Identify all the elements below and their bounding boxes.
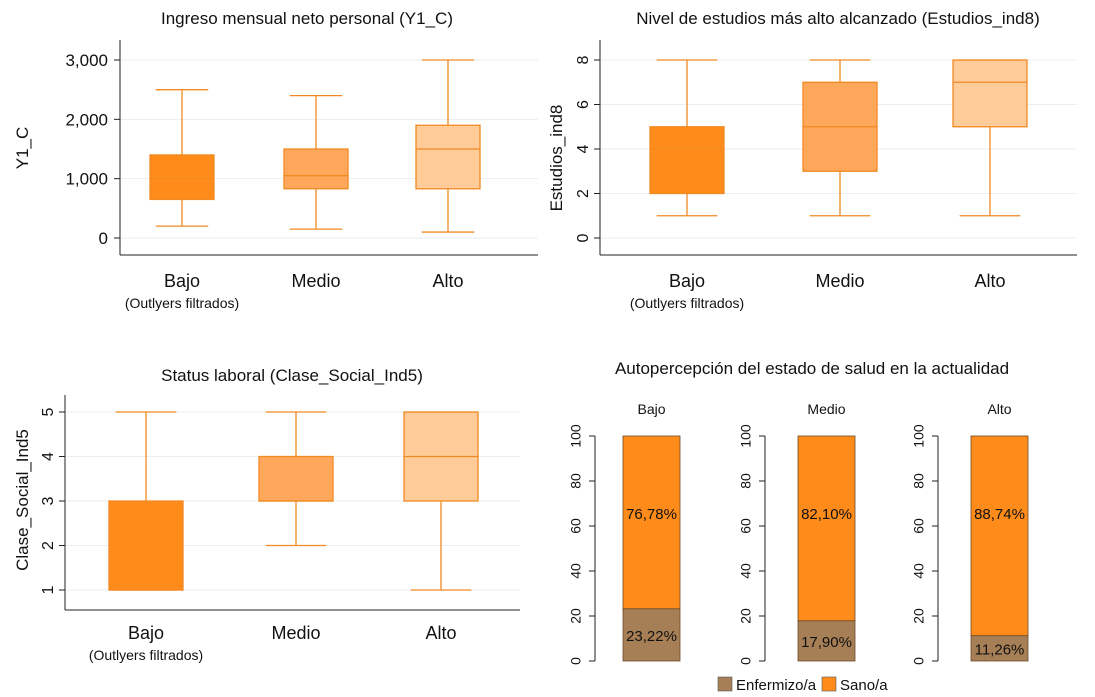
y-tick-label: 20 xyxy=(568,608,584,624)
category-sublabel: (Outlyers filtrados) xyxy=(89,647,203,663)
chart-title: Autopercepción del estado de salud en la… xyxy=(615,359,1009,378)
category-label: Medio xyxy=(815,271,864,291)
y-axis-label: Clase_Social_Ind5 xyxy=(13,429,32,571)
bar-segment-sano-a xyxy=(622,435,681,610)
y-tick-label: 60 xyxy=(911,518,927,534)
category-label: Bajo xyxy=(164,271,200,291)
y-tick-label: 8 xyxy=(575,55,592,64)
y-tick-label: 2,000 xyxy=(65,110,108,129)
panel-label: Medio xyxy=(807,401,845,417)
bar-segment-sano-a xyxy=(797,435,856,622)
chart-title: Status laboral (Clase_Social_Ind5) xyxy=(161,366,423,385)
legend-label: Sano/a xyxy=(840,677,888,694)
y-tick-label: 5 xyxy=(40,407,57,416)
bar-segment-sano-a xyxy=(970,435,1029,637)
chart-title: Nivel de estudios más alto alcanzado (Es… xyxy=(636,9,1040,28)
box-alto xyxy=(952,59,1028,128)
y-tick-label: 100 xyxy=(911,424,927,448)
data-label: 88,74% xyxy=(974,506,1025,523)
y-tick-label: 20 xyxy=(911,608,927,624)
box-bajo xyxy=(649,126,725,195)
category-label: Bajo xyxy=(669,271,705,291)
bar-segment-enfermizo-a xyxy=(622,608,681,662)
box-bajo xyxy=(149,154,215,201)
panel-label: Bajo xyxy=(637,401,665,417)
y-tick-label: 0 xyxy=(568,657,584,665)
category-sublabel: (Outlyers filtrados) xyxy=(125,295,239,311)
category-label: Bajo xyxy=(128,623,164,643)
legend-swatch xyxy=(717,676,733,692)
y-tick-label: 0 xyxy=(738,657,754,665)
y-tick-label: 1 xyxy=(40,585,57,594)
box-medio xyxy=(283,148,349,190)
y-tick-label: 0 xyxy=(99,229,108,248)
y-tick-label: 40 xyxy=(568,563,584,579)
category-label: Alto xyxy=(432,271,463,291)
y-tick-label: 60 xyxy=(568,518,584,534)
category-label: Alto xyxy=(974,271,1005,291)
data-label: 17,90% xyxy=(801,634,852,651)
category-label: Medio xyxy=(271,623,320,643)
box-bajo xyxy=(108,500,184,591)
category-label: Alto xyxy=(425,623,456,643)
y-tick-label: 80 xyxy=(911,473,927,489)
bar-segment-enfermizo-a xyxy=(797,620,856,662)
y-tick-label: 3,000 xyxy=(65,51,108,70)
y-tick-label: 60 xyxy=(738,518,754,534)
data-label: 76,78% xyxy=(626,506,677,523)
y-tick-label: 2 xyxy=(575,189,592,198)
y-tick-label: 0 xyxy=(911,657,927,665)
y-tick-label: 0 xyxy=(575,233,592,242)
y-tick-label: 100 xyxy=(738,424,754,448)
data-label: 23,22% xyxy=(626,628,677,645)
y-tick-label: 80 xyxy=(738,473,754,489)
y-tick-label: 4 xyxy=(40,452,57,461)
box-alto xyxy=(415,124,481,190)
panel-label: Alto xyxy=(987,401,1011,417)
y-axis-label: Estudios_ind8 xyxy=(547,105,566,212)
data-label: 82,10% xyxy=(801,506,852,523)
chart-title: Ingreso mensual neto personal (Y1_C) xyxy=(161,9,453,28)
y-tick-label: 4 xyxy=(575,144,592,153)
y-tick-label: 6 xyxy=(575,100,592,109)
y-tick-label: 40 xyxy=(911,563,927,579)
data-label: 11,26% xyxy=(975,641,1025,658)
y-tick-label: 20 xyxy=(738,608,754,624)
y-tick-label: 40 xyxy=(738,563,754,579)
legend-label: Enfermizo/a xyxy=(736,677,817,694)
y-tick-label: 80 xyxy=(568,473,584,489)
y-axis-label: Y1_C xyxy=(13,127,32,170)
box-medio xyxy=(258,455,334,502)
category-sublabel: (Outlyers filtrados) xyxy=(630,295,744,311)
y-tick-label: 1,000 xyxy=(65,170,108,189)
y-tick-label: 2 xyxy=(40,541,57,550)
category-label: Medio xyxy=(291,271,340,291)
legend-swatch xyxy=(821,676,837,692)
y-tick-label: 3 xyxy=(40,496,57,505)
y-tick-label: 100 xyxy=(568,424,584,448)
